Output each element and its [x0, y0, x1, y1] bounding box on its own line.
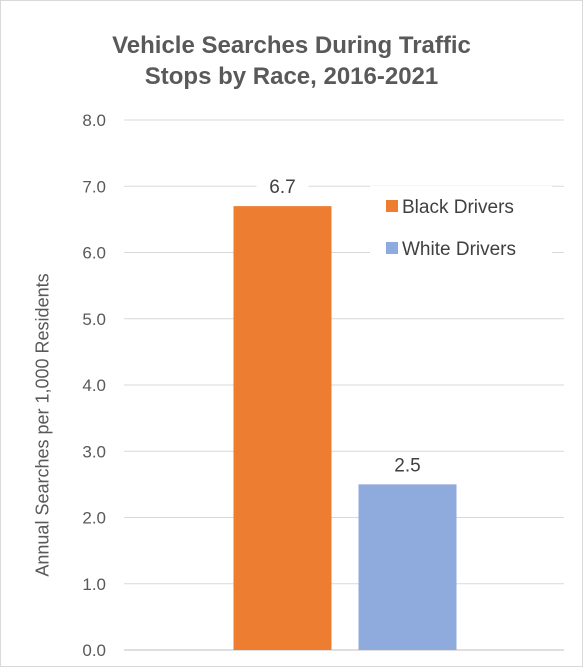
y-tick-label: 3.0 [82, 442, 106, 461]
y-tick-label: 2.0 [82, 509, 106, 528]
y-axis-tick-labels: 0.0 1.0 2.0 3.0 4.0 5.0 6.0 7.0 8.0 [82, 111, 106, 660]
y-tick-label: 5.0 [82, 310, 106, 329]
legend-swatch [386, 242, 398, 254]
bar-black-drivers [233, 206, 332, 650]
y-tick-label: 7.0 [82, 177, 106, 196]
chart-title-line-2: Stops by Race, 2016-2021 [144, 63, 439, 90]
y-tick-label: 6.0 [82, 244, 106, 263]
bars [233, 206, 457, 650]
data-label: 6.7 [269, 177, 295, 198]
y-tick-label: 8.0 [82, 111, 106, 130]
legend: Black Drivers White Drivers [370, 186, 552, 268]
legend-label: White Drivers [402, 239, 516, 260]
legend-background [370, 186, 552, 268]
bar-white-drivers [358, 484, 457, 650]
chart-title: Vehicle Searches During Traffic Stops by… [0, 30, 583, 92]
legend-swatch [386, 200, 398, 212]
data-label-background [256, 174, 309, 199]
data-label: 2.5 [394, 455, 420, 476]
data-labels: 6.7 2.5 [256, 174, 434, 477]
chart-title-line-1: Vehicle Searches During Traffic [112, 32, 471, 59]
legend-label: Black Drivers [402, 197, 514, 218]
y-tick-label: 0.0 [82, 641, 106, 660]
y-tick-label: 1.0 [82, 575, 106, 594]
data-label-background [381, 452, 434, 477]
y-tick-label: 4.0 [82, 376, 106, 395]
